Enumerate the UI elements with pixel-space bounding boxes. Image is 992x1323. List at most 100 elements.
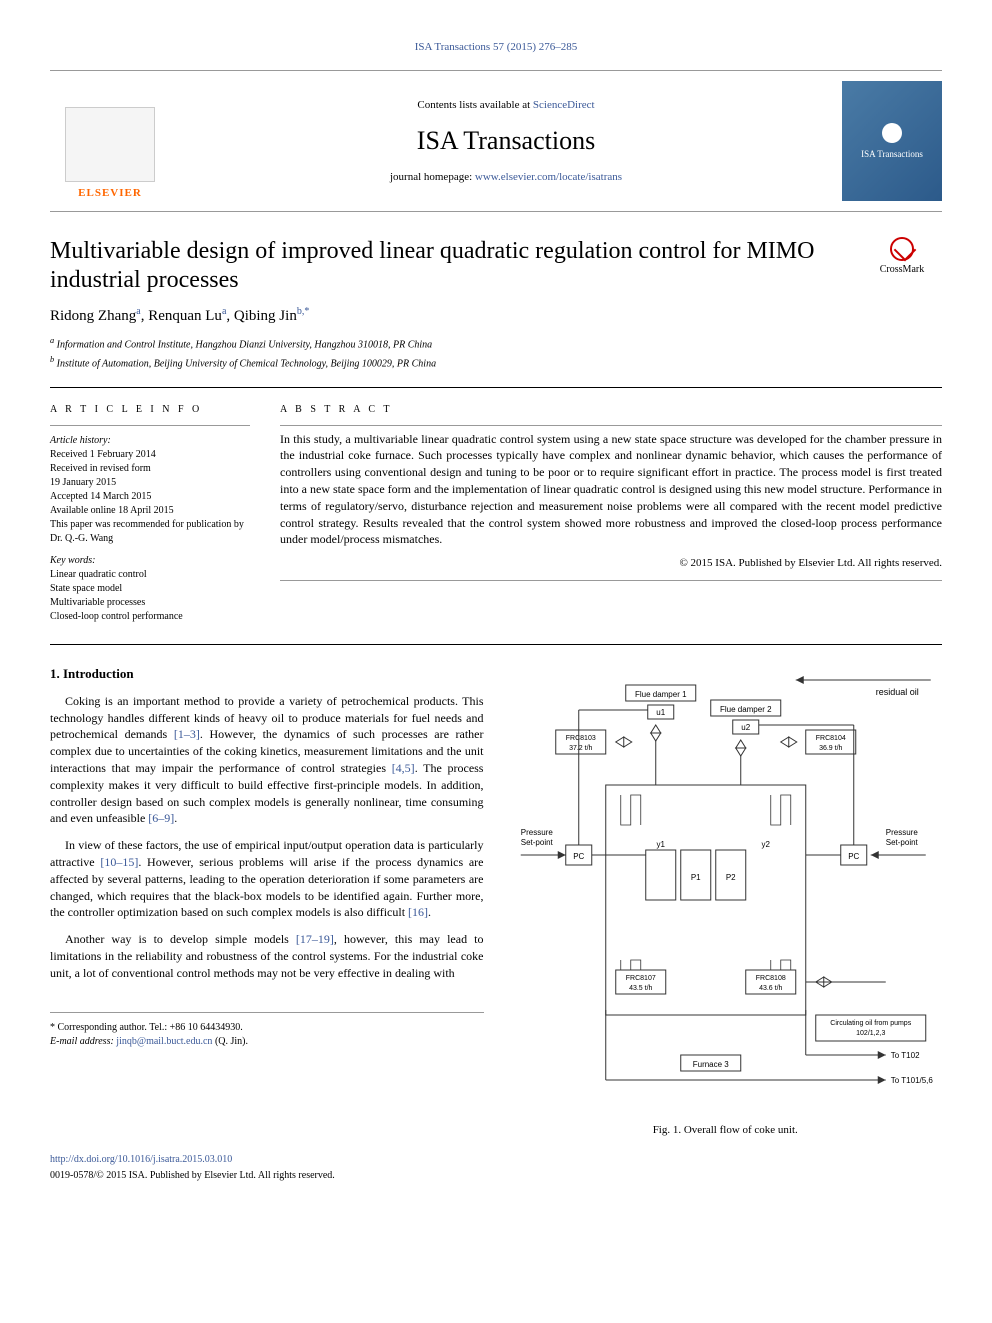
divider-2	[50, 644, 942, 645]
svg-text:PC: PC	[848, 852, 859, 861]
svg-text:FRC8108: FRC8108	[755, 975, 785, 982]
info-abstract-row: A R T I C L E I N F O Article history: R…	[50, 403, 942, 624]
history-2: 19 January 2015	[50, 476, 250, 490]
svg-text:FRC8103: FRC8103	[565, 735, 595, 742]
contents-line: Contents lists available at ScienceDirec…	[170, 98, 842, 113]
svg-text:u1: u1	[656, 708, 665, 717]
publisher-name: ELSEVIER	[78, 186, 142, 201]
svg-text:FRC8104: FRC8104	[815, 735, 845, 742]
author-1-sup: a	[136, 306, 140, 317]
svg-text:Flue damper 1: Flue damper 1	[634, 690, 686, 699]
doi-link[interactable]: http://dx.doi.org/10.1016/j.isatra.2015.…	[50, 1154, 232, 1165]
history-3: Accepted 14 March 2015	[50, 490, 250, 504]
author-2: Renquan Lu	[148, 308, 222, 324]
journal-cover-icon: ISA Transactions	[842, 81, 942, 201]
coke-unit-diagram: residual oil Flue damper 1 Flue damper 2…	[514, 670, 938, 1110]
keyword-3: Closed-loop control performance	[50, 610, 250, 624]
column-left: 1. Introduction Coking is an important m…	[50, 665, 484, 1144]
svg-text:Circulating oil from pumps: Circulating oil from pumps	[830, 1020, 911, 1027]
keyword-0: Linear quadratic control	[50, 568, 250, 582]
keyword-1: State space model	[50, 582, 250, 596]
affiliation-b: b Institute of Automation, Beijing Unive…	[50, 354, 942, 371]
intro-p3: Another way is to develop simple models …	[50, 931, 484, 981]
svg-text:PC: PC	[573, 852, 584, 861]
homepage-prefix: journal homepage:	[390, 171, 475, 183]
svg-text:43.6 t/h: 43.6 t/h	[759, 985, 782, 992]
svg-text:To T101/5,6: To T101/5,6	[890, 1076, 933, 1085]
top-citation: ISA Transactions 57 (2015) 276–285	[50, 40, 942, 55]
issn-line: 0019-0578/© 2015 ISA. Published by Elsev…	[50, 1169, 942, 1183]
svg-text:Furnace 3: Furnace 3	[692, 1060, 729, 1069]
main-columns: 1. Introduction Coking is an important m…	[50, 665, 942, 1144]
intro-p2: In view of these factors, the use of emp…	[50, 837, 484, 921]
journal-name: ISA Transactions	[170, 123, 842, 159]
abstract-heading: A B S T R A C T	[280, 403, 942, 417]
email-line: E-mail address: jinqb@mail.buct.edu.cn (…	[50, 1035, 484, 1049]
author-3-sup: b,*	[297, 306, 310, 317]
authors: Ridong Zhanga, Renquan Lua, Qibing Jinb,…	[50, 305, 942, 327]
ref-17-19[interactable]: [17–19]	[296, 932, 334, 946]
history-label: Article history:	[50, 434, 250, 448]
doi-line: http://dx.doi.org/10.1016/j.isatra.2015.…	[50, 1153, 942, 1167]
svg-text:FRC8107: FRC8107	[625, 975, 655, 982]
svg-text:37.2 t/h: 37.2 t/h	[569, 745, 592, 752]
author-1: Ridong Zhang	[50, 308, 136, 324]
copyright: © 2015 ISA. Published by Elsevier Ltd. A…	[280, 556, 942, 571]
ref-10-15[interactable]: [10–15]	[100, 855, 138, 869]
svg-text:y2: y2	[761, 840, 770, 849]
affiliation-a: a Information and Control Institute, Han…	[50, 335, 942, 352]
svg-text:Pressure: Pressure	[885, 828, 918, 837]
intro-p1: Coking is an important method to provide…	[50, 693, 484, 827]
abstract: A B S T R A C T In this study, a multiva…	[280, 403, 942, 624]
paper-title: Multivariable design of improved linear …	[50, 237, 862, 295]
svg-text:Set-point: Set-point	[885, 838, 918, 847]
pressure-setpoint-left: Pressure	[520, 828, 553, 837]
cover-text: ISA Transactions	[861, 148, 923, 161]
article-info-heading: A R T I C L E I N F O	[50, 403, 250, 417]
svg-text:P2: P2	[725, 873, 735, 882]
isa-logo-icon	[882, 123, 902, 143]
figure-1: residual oil Flue damper 1 Flue damper 2…	[509, 665, 943, 1144]
svg-text:residual oil: residual oil	[875, 687, 918, 697]
divider	[50, 387, 942, 388]
svg-text:Flue damper 2: Flue damper 2	[719, 705, 771, 714]
top-citation-link[interactable]: ISA Transactions 57 (2015) 276–285	[415, 41, 578, 53]
elsevier-tree-icon	[65, 107, 155, 182]
history-0: Received 1 February 2014	[50, 448, 250, 462]
svg-text:To T102: To T102	[890, 1051, 919, 1060]
svg-text:y1: y1	[656, 840, 665, 849]
email-link[interactable]: jinqb@mail.buct.edu.cn	[116, 1036, 212, 1047]
article-info: A R T I C L E I N F O Article history: R…	[50, 403, 250, 624]
homepage-line: journal homepage: www.elsevier.com/locat…	[170, 170, 842, 185]
svg-text:P1: P1	[690, 873, 700, 882]
journal-header: ELSEVIER Contents lists available at Sci…	[50, 70, 942, 212]
figure-1-caption: Fig. 1. Overall flow of coke unit.	[514, 1123, 938, 1138]
header-center: Contents lists available at ScienceDirec…	[170, 98, 842, 185]
crossmark-badge[interactable]: CrossMark	[862, 237, 942, 277]
corresponding-author: * Corresponding author. Tel.: +86 10 644…	[50, 1021, 484, 1035]
ref-1-3[interactable]: [1–3]	[174, 727, 200, 741]
sciencedirect-link[interactable]: ScienceDirect	[533, 99, 595, 111]
history-5: This paper was recommended for publicati…	[50, 518, 250, 546]
crossmark-label: CrossMark	[880, 264, 924, 275]
history-4: Available online 18 April 2015	[50, 504, 250, 518]
publisher-logo: ELSEVIER	[50, 81, 170, 201]
title-row: Multivariable design of improved linear …	[50, 237, 942, 295]
svg-text:36.9 t/h: 36.9 t/h	[819, 745, 842, 752]
contents-prefix: Contents lists available at	[417, 99, 532, 111]
column-right: residual oil Flue damper 1 Flue damper 2…	[509, 665, 943, 1144]
intro-heading: 1. Introduction	[50, 665, 484, 683]
footnote: * Corresponding author. Tel.: +86 10 644…	[50, 1012, 484, 1049]
svg-text:u2: u2	[741, 723, 750, 732]
author-2-sup: a	[222, 306, 226, 317]
keyword-2: Multivariable processes	[50, 596, 250, 610]
history-1: Received in revised form	[50, 462, 250, 476]
crossmark-icon	[890, 237, 914, 261]
ref-16[interactable]: [16]	[408, 905, 428, 919]
homepage-link[interactable]: www.elsevier.com/locate/isatrans	[475, 171, 622, 183]
ref-6-9[interactable]: [6–9]	[148, 811, 174, 825]
abstract-text: In this study, a multivariable linear qu…	[280, 431, 942, 549]
ref-4-5[interactable]: [4,5]	[392, 761, 415, 775]
keywords-label: Key words:	[50, 554, 250, 568]
svg-text:43.5 t/h: 43.5 t/h	[629, 985, 652, 992]
